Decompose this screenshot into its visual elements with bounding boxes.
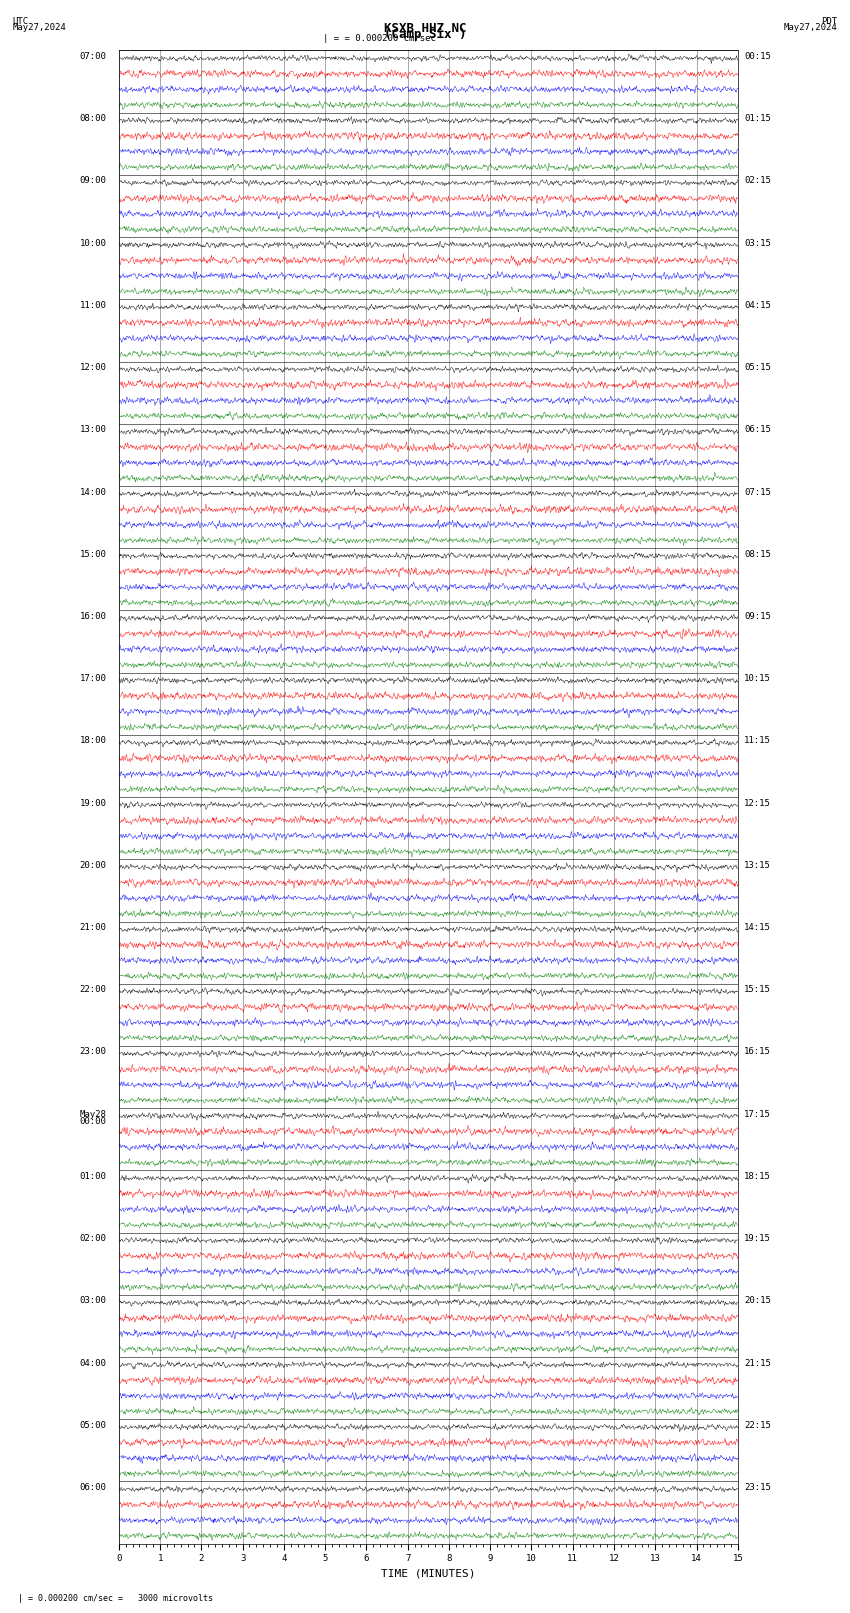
Text: 00:15: 00:15 [744,52,771,61]
Text: May27,2024: May27,2024 [784,24,837,32]
Text: 19:00: 19:00 [80,798,106,808]
Text: 11:00: 11:00 [80,302,106,310]
Text: | = 0.000200 cm/sec =   3000 microvolts: | = 0.000200 cm/sec = 3000 microvolts [13,1594,212,1603]
Text: 21:00: 21:00 [80,923,106,932]
Text: 10:00: 10:00 [80,239,106,248]
Text: 12:15: 12:15 [744,798,771,808]
Text: 07:15: 07:15 [744,487,771,497]
Text: 16:00: 16:00 [80,611,106,621]
Text: 08:15: 08:15 [744,550,771,558]
Text: 04:15: 04:15 [744,302,771,310]
Text: 13:00: 13:00 [80,426,106,434]
Text: 22:00: 22:00 [80,986,106,994]
Text: 19:15: 19:15 [744,1234,771,1244]
Text: 15:00: 15:00 [80,550,106,558]
Text: 05:00: 05:00 [80,1421,106,1429]
Text: 00:00: 00:00 [80,1116,106,1126]
Text: 12:00: 12:00 [80,363,106,373]
Text: 03:00: 03:00 [80,1297,106,1305]
Text: 04:00: 04:00 [80,1358,106,1368]
X-axis label: TIME (MINUTES): TIME (MINUTES) [381,1569,475,1579]
Text: 23:00: 23:00 [80,1047,106,1057]
Text: 09:00: 09:00 [80,176,106,185]
Text: 15:15: 15:15 [744,986,771,994]
Text: KSXB HHZ NC: KSXB HHZ NC [383,23,467,35]
Text: 20:00: 20:00 [80,861,106,869]
Text: 18:15: 18:15 [744,1173,771,1181]
Text: 11:15: 11:15 [744,737,771,745]
Text: 02:15: 02:15 [744,176,771,185]
Text: 13:15: 13:15 [744,861,771,869]
Text: 10:15: 10:15 [744,674,771,684]
Text: 21:15: 21:15 [744,1358,771,1368]
Text: 06:00: 06:00 [80,1482,106,1492]
Text: 17:15: 17:15 [744,1110,771,1119]
Text: 14:15: 14:15 [744,923,771,932]
Text: May28: May28 [80,1110,106,1119]
Text: | = = 0.000200 cm/sec: | = = 0.000200 cm/sec [323,34,436,44]
Text: 20:15: 20:15 [744,1297,771,1305]
Text: 05:15: 05:15 [744,363,771,373]
Text: 22:15: 22:15 [744,1421,771,1429]
Text: 18:00: 18:00 [80,737,106,745]
Text: 01:15: 01:15 [744,115,771,123]
Text: May27,2024: May27,2024 [13,24,66,32]
Text: 09:15: 09:15 [744,611,771,621]
Text: 03:15: 03:15 [744,239,771,248]
Text: 02:00: 02:00 [80,1234,106,1244]
Text: (Camp Six ): (Camp Six ) [383,29,467,42]
Text: 06:15: 06:15 [744,426,771,434]
Text: PDT: PDT [821,18,837,26]
Text: 01:00: 01:00 [80,1173,106,1181]
Text: 14:00: 14:00 [80,487,106,497]
Text: 08:00: 08:00 [80,115,106,123]
Text: 17:00: 17:00 [80,674,106,684]
Text: UTC: UTC [13,18,29,26]
Text: 16:15: 16:15 [744,1047,771,1057]
Text: 23:15: 23:15 [744,1482,771,1492]
Text: 07:00: 07:00 [80,52,106,61]
